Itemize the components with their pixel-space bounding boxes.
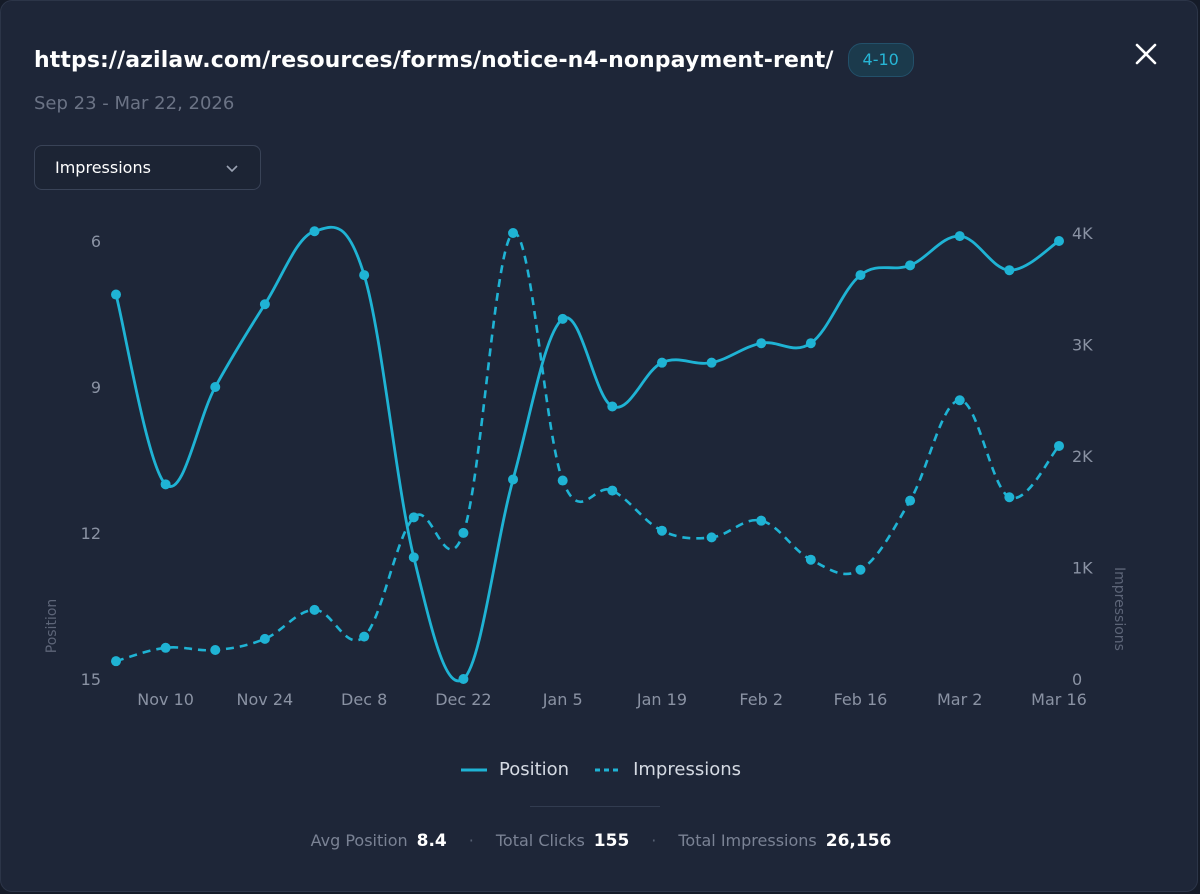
position-data-point[interactable] <box>160 479 171 490</box>
position-data-point[interactable] <box>111 289 121 300</box>
position-data-point[interactable] <box>1004 265 1015 276</box>
total-clicks-label: Total Clicks <box>495 831 585 850</box>
position-data-point[interactable] <box>905 260 916 271</box>
chevron-down-icon <box>226 164 238 172</box>
position-data-point[interactable] <box>359 270 370 281</box>
solid-line-swatch <box>461 768 487 771</box>
close-icon <box>1135 43 1157 65</box>
position-data-point[interactable] <box>656 357 667 368</box>
position-data-point[interactable] <box>855 270 866 281</box>
stat-separator: · <box>468 831 474 850</box>
x-axis-tick-label: Feb 16 <box>834 690 888 709</box>
impressions-data-point[interactable] <box>855 564 866 575</box>
stat-separator: · <box>651 831 657 850</box>
x-axis-tick-label: Nov 24 <box>237 690 294 709</box>
date-range: Sep 23 - Mar 22, 2026 <box>34 93 235 114</box>
position-data-point[interactable] <box>756 338 767 349</box>
right-axis-label: Impressions <box>1111 567 1127 651</box>
dashed-line-swatch <box>595 768 622 771</box>
impressions-data-point[interactable] <box>954 395 965 406</box>
x-axis-tick-label: Mar 16 <box>1031 690 1087 709</box>
position-data-point[interactable] <box>259 299 270 310</box>
page-url-title: https://azilaw.com/resources/forms/notic… <box>34 47 834 73</box>
legend-position-label: Position <box>499 759 570 780</box>
chart-legend: Position Impressions <box>1 759 1197 780</box>
avg-position-value: 8.4 <box>416 831 447 851</box>
close-button[interactable] <box>1129 37 1163 71</box>
avg-position-label: Avg Position <box>310 831 408 850</box>
x-axis-tick-label: Dec 8 <box>341 690 387 709</box>
total-impressions-value: 26,156 <box>825 831 892 851</box>
position-data-point[interactable] <box>954 231 965 242</box>
right-axis-tick-label: 0 <box>1072 670 1082 689</box>
impressions-data-point[interactable] <box>259 633 270 644</box>
right-axis-tick-label: 4K <box>1072 224 1093 243</box>
divider <box>530 806 660 807</box>
left-axis-tick-label: 6 <box>91 232 101 251</box>
impressions-data-point[interactable] <box>905 495 916 506</box>
right-axis-tick-label: 1K <box>1072 559 1093 578</box>
impressions-data-point[interactable] <box>408 512 419 523</box>
total-impressions-label: Total Impressions <box>678 831 817 850</box>
position-data-point[interactable] <box>607 401 618 412</box>
position-data-point[interactable] <box>805 338 816 349</box>
impressions-data-point[interactable] <box>1054 440 1064 451</box>
impressions-data-point[interactable] <box>1004 492 1015 503</box>
position-series-line <box>114 225 1060 683</box>
impressions-data-point[interactable] <box>210 645 221 656</box>
position-data-point[interactable] <box>458 674 469 684</box>
x-axis-tick-label: Jan 5 <box>542 690 583 709</box>
impressions-data-point[interactable] <box>359 631 370 642</box>
position-data-point[interactable] <box>408 552 419 563</box>
x-axis-tick-label: Dec 22 <box>435 690 491 709</box>
x-axis-tick-label: Mar 2 <box>937 690 982 709</box>
impressions-data-point[interactable] <box>111 656 121 667</box>
position-data-point[interactable] <box>508 474 519 485</box>
impressions-data-point[interactable] <box>160 642 171 653</box>
position-data-point[interactable] <box>210 382 221 392</box>
x-axis-tick-label: Nov 10 <box>137 690 194 709</box>
impressions-data-point[interactable] <box>756 515 767 526</box>
impressions-data-point[interactable] <box>508 228 519 238</box>
metric-select-value: Impressions <box>55 158 151 177</box>
legend-impressions-label: Impressions <box>633 759 741 780</box>
legend-position[interactable]: Position <box>461 759 569 780</box>
position-data-point[interactable] <box>309 226 320 237</box>
left-axis-tick-label: 9 <box>91 378 101 397</box>
impressions-data-point[interactable] <box>557 475 568 486</box>
position-range-badge: 4-10 <box>847 43 914 77</box>
impressions-data-point[interactable] <box>458 527 469 538</box>
title-row: https://azilaw.com/resources/forms/notic… <box>34 43 914 77</box>
total-clicks-value: 155 <box>593 831 630 851</box>
legend-impressions[interactable]: Impressions <box>595 759 741 780</box>
right-axis-tick-label: 3K <box>1072 336 1093 355</box>
summary-stats: Avg Position 8.4 · Total Clicks 155 · To… <box>1 831 1197 851</box>
impressions-data-point[interactable] <box>309 604 320 615</box>
impressions-data-point[interactable] <box>656 525 667 536</box>
metric-select[interactable]: Impressions <box>34 145 261 190</box>
left-axis-tick-label: 15 <box>81 670 101 689</box>
left-axis-tick-label: 12 <box>81 524 101 543</box>
impressions-data-point[interactable] <box>706 532 717 543</box>
x-axis-tick-label: Feb 2 <box>739 690 783 709</box>
right-axis-tick-label: 2K <box>1072 447 1093 466</box>
left-axis-label: Position <box>44 599 60 654</box>
position-data-point[interactable] <box>557 313 568 324</box>
impressions-series-line <box>115 231 1060 663</box>
chart-area: 6 9 12 15 0 1K 2K 3K 4K Nov 10 Nov 24 Dec 8 Dec 22… <box>1 201 1197 721</box>
x-axis-tick-label: Jan 19 <box>636 690 687 709</box>
chart: 6 9 12 15 0 1K 2K 3K 4K Nov 10 Nov 24 Dec 8 Dec 22… <box>44 224 1127 709</box>
impressions-data-point[interactable] <box>607 485 618 496</box>
impressions-data-point[interactable] <box>805 554 816 565</box>
position-data-point[interactable] <box>1054 236 1064 246</box>
position-data-point[interactable] <box>706 357 717 368</box>
